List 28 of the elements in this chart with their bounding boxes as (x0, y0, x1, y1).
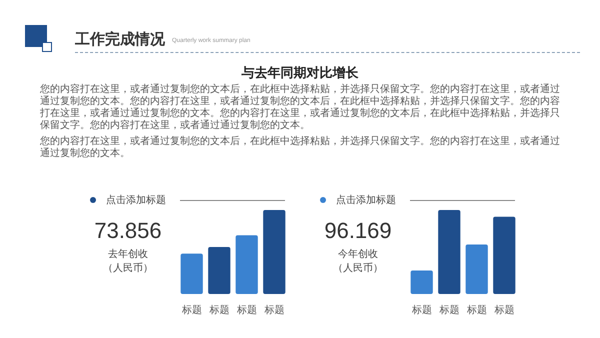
bar (493, 216, 516, 294)
text: 与去年同期对比增长 (240, 65, 360, 82)
bar (438, 210, 460, 294)
bar (208, 246, 230, 294)
text: 您的内容打在这里，或者通过复制您的文本后，在此框中选择粘贴，并选择只保留文字。您的内容打在这里，或者通过通过复制您的文本。 (40, 136, 561, 160)
x-tick-label: 标题 (466, 304, 487, 316)
chart-title: 点击添加标题 (106, 194, 166, 207)
text: （人民币） (332, 262, 384, 276)
text: 去年创收 (107, 248, 149, 262)
bar (466, 244, 488, 294)
x-tick-label: 标题 (180, 304, 202, 316)
text: 今年创收 (337, 248, 379, 262)
bar (180, 254, 203, 294)
text: 96.169 (323, 218, 393, 244)
bar (263, 210, 286, 294)
x-tick-label: 标题 (410, 304, 432, 316)
x-tick-label: 标题 (236, 304, 257, 316)
text: 您的内容打在这里，或者通过复制您的文本后，在此框中选择粘贴，并选择只保留文字。您的内容打在这里，或者通过通过复制您的文本。您的内容打在这里，或者通过复制您的文本后，在此框中选择粘贴，并选择只保留文字。您的内容打在这里，或者通过通过复制您的文本。您的内容打在这里，或者通过复制您的文本后，在此框中选择粘贴，并选择只保留文字。您的内容打在这里，或者通过通过复制您的文本。 (40, 84, 561, 132)
x-tick-label: 标题 (438, 304, 460, 316)
text: 工作完成情况 (75, 30, 165, 49)
x-tick-label: 标题 (493, 304, 514, 316)
x-tick-label: 标题 (263, 304, 284, 316)
bar (410, 270, 433, 294)
chart-title: 点击添加标题 (336, 194, 396, 207)
x-tick-label: 标题 (208, 304, 230, 316)
text: 73.856 (93, 218, 163, 244)
bar (236, 235, 258, 294)
text: （人民币） (102, 262, 154, 276)
